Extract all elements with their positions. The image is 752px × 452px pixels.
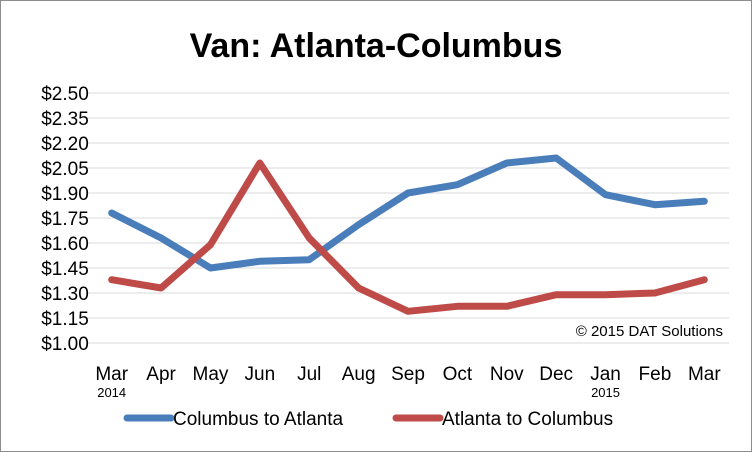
x-tick-label: Dec xyxy=(539,364,573,385)
x-tick-label: Jan xyxy=(590,364,621,385)
y-tick-label: $1.60 xyxy=(41,234,89,255)
data-point xyxy=(506,305,508,307)
data-point xyxy=(111,279,113,281)
legend-label: Columbus to Atlanta xyxy=(173,409,343,430)
y-tick-label: $2.05 xyxy=(41,159,89,180)
data-point xyxy=(407,192,409,194)
data-point xyxy=(605,194,607,196)
x-tick-label: Sep xyxy=(391,364,425,385)
data-point xyxy=(654,292,656,294)
data-point xyxy=(209,244,211,246)
y-tick-label: $1.90 xyxy=(41,184,89,205)
data-point xyxy=(160,237,162,239)
data-point xyxy=(703,200,705,202)
data-point xyxy=(259,162,261,164)
x-tick-label: Nov xyxy=(490,364,524,385)
x-tick-label: Aug xyxy=(342,364,376,385)
x-tick-label: Jul xyxy=(297,364,321,385)
y-tick-label: $1.15 xyxy=(41,309,89,330)
y-tick-label: $1.00 xyxy=(41,334,89,355)
data-point xyxy=(456,184,458,186)
y-tick-label: $2.50 xyxy=(41,84,89,105)
x-tick-label: Mar xyxy=(95,364,128,385)
gridlines xyxy=(87,92,729,344)
y-tick-label: $1.30 xyxy=(41,284,89,305)
series-lines xyxy=(108,154,708,315)
data-point xyxy=(456,305,458,307)
legend: Columbus to Atlanta Atlanta to Columbus xyxy=(123,409,613,430)
chart-title: Van: Atlanta-Columbus xyxy=(190,27,563,65)
data-point xyxy=(555,157,557,159)
data-point xyxy=(407,310,409,312)
data-point xyxy=(160,287,162,289)
y-tick-label: $1.75 xyxy=(41,209,89,230)
data-point xyxy=(111,212,113,214)
x-tick-label: Apr xyxy=(146,364,176,385)
data-point xyxy=(358,224,360,226)
y-tick-label: $2.35 xyxy=(41,109,89,130)
y-tick-label: $1.45 xyxy=(41,259,89,280)
x-tick-label: Mar xyxy=(688,364,721,385)
data-point xyxy=(358,287,360,289)
data-point xyxy=(555,294,557,296)
data-point xyxy=(605,294,607,296)
series-line-2 xyxy=(108,159,708,315)
x-year-label: 2015 xyxy=(591,385,620,400)
data-point xyxy=(506,162,508,164)
data-point xyxy=(308,237,310,239)
y-tick-label: $2.20 xyxy=(41,134,89,155)
x-tick-label: Jun xyxy=(245,364,276,385)
legend-label: Atlanta to Columbus xyxy=(442,409,613,430)
x-tick-label: May xyxy=(193,364,229,385)
data-point xyxy=(703,279,705,281)
data-point xyxy=(654,204,656,206)
x-year-label: 2014 xyxy=(97,385,126,400)
data-point xyxy=(308,259,310,261)
data-point xyxy=(209,267,211,269)
data-point xyxy=(259,260,261,262)
copyright-annotation: © 2015 DAT Solutions xyxy=(576,323,723,340)
y-axis-ticks: $2.50 $2.35 $2.20 $2.05 $1.90 $1.75 $1.60 $1.45… xyxy=(41,84,89,355)
x-tick-label: Oct xyxy=(443,364,473,385)
x-tick-label: Feb xyxy=(639,364,672,385)
